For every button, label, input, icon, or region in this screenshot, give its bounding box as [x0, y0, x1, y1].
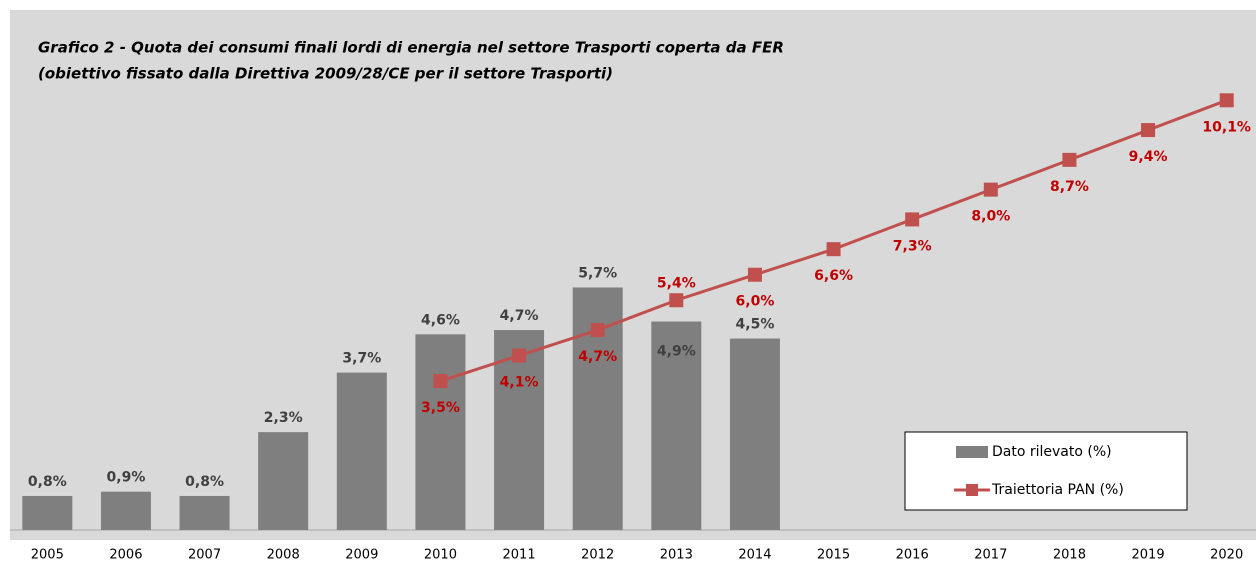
legend	[904, 431, 1188, 511]
line-label: 8,7%	[1050, 179, 1089, 195]
chart-title: Grafico 2 - Quota dei consumi finali lor…	[38, 39, 784, 57]
x-tick-label: 2007	[188, 548, 221, 562]
line-label: 3,5%	[421, 400, 460, 416]
line-marker	[669, 293, 684, 308]
line-marker	[1062, 152, 1077, 167]
x-tick-label: 2018	[1053, 548, 1086, 562]
x-tick-label: 2008	[267, 548, 300, 562]
line-marker	[512, 348, 527, 363]
line-label: 4,1%	[500, 375, 539, 391]
x-tick-label: 2019	[1132, 548, 1165, 562]
line-marker	[1141, 123, 1156, 138]
legend-swatch	[956, 446, 988, 458]
line-label: 5,4%	[657, 275, 696, 291]
bar-label: 4,6%	[421, 312, 460, 328]
legend-label: Dato rilevato (%)	[992, 444, 1112, 460]
bar-label: 0,8%	[185, 474, 224, 490]
line-label: 6,6%	[814, 268, 853, 284]
bar-label: 5,7%	[578, 265, 617, 281]
chart-subtitle: (obiettivo fissato dalla Direttiva 2009/…	[38, 65, 613, 83]
bar	[651, 321, 702, 530]
line-marker	[433, 374, 448, 389]
bar	[22, 495, 73, 530]
bar-label: 4,9%	[657, 344, 696, 360]
line-marker	[1219, 93, 1234, 108]
legend-label: Traiettoria PAN (%)	[991, 482, 1124, 498]
bar	[729, 338, 780, 530]
bar-label: 3,7%	[342, 351, 381, 367]
x-tick-label: 2009	[345, 548, 378, 562]
x-tick-label: 2013	[660, 548, 693, 562]
bar-label: 0,8%	[28, 474, 67, 490]
bar-label: 2,3%	[264, 410, 303, 426]
bar	[336, 372, 387, 530]
bar	[100, 491, 151, 530]
line-label: 10,1%	[1202, 119, 1251, 135]
bar-label: 4,7%	[500, 308, 539, 324]
line-marker	[747, 267, 762, 282]
line-label: 8,0%	[971, 209, 1010, 225]
x-tick-label: 2005	[31, 548, 64, 562]
x-tick-label: 2020	[1210, 548, 1243, 562]
x-tick-label: 2014	[738, 548, 771, 562]
bar	[415, 334, 466, 530]
bar	[494, 330, 545, 530]
line-label: 9,4%	[1129, 149, 1168, 165]
bar-label: 4,5%	[736, 317, 775, 333]
x-tick-label: 2006	[109, 548, 142, 562]
bar	[179, 495, 230, 530]
x-tick-label: 2016	[896, 548, 929, 562]
x-tick-label: 2010	[424, 548, 457, 562]
line-marker	[826, 242, 841, 257]
line-marker	[905, 212, 920, 227]
line-label: 6,0%	[736, 294, 775, 310]
x-tick-label: 2015	[817, 548, 850, 562]
bar	[258, 432, 309, 530]
line-label: 7,3%	[893, 238, 932, 254]
line-label: 4,7%	[578, 349, 617, 365]
legend-swatch	[966, 484, 978, 496]
x-tick-label: 2012	[581, 548, 614, 562]
line-marker	[590, 323, 605, 338]
x-tick-label: 2017	[974, 548, 1007, 562]
line-marker	[983, 182, 998, 197]
bar-label: 0,9%	[107, 470, 146, 486]
x-tick-label: 2011	[503, 548, 536, 562]
